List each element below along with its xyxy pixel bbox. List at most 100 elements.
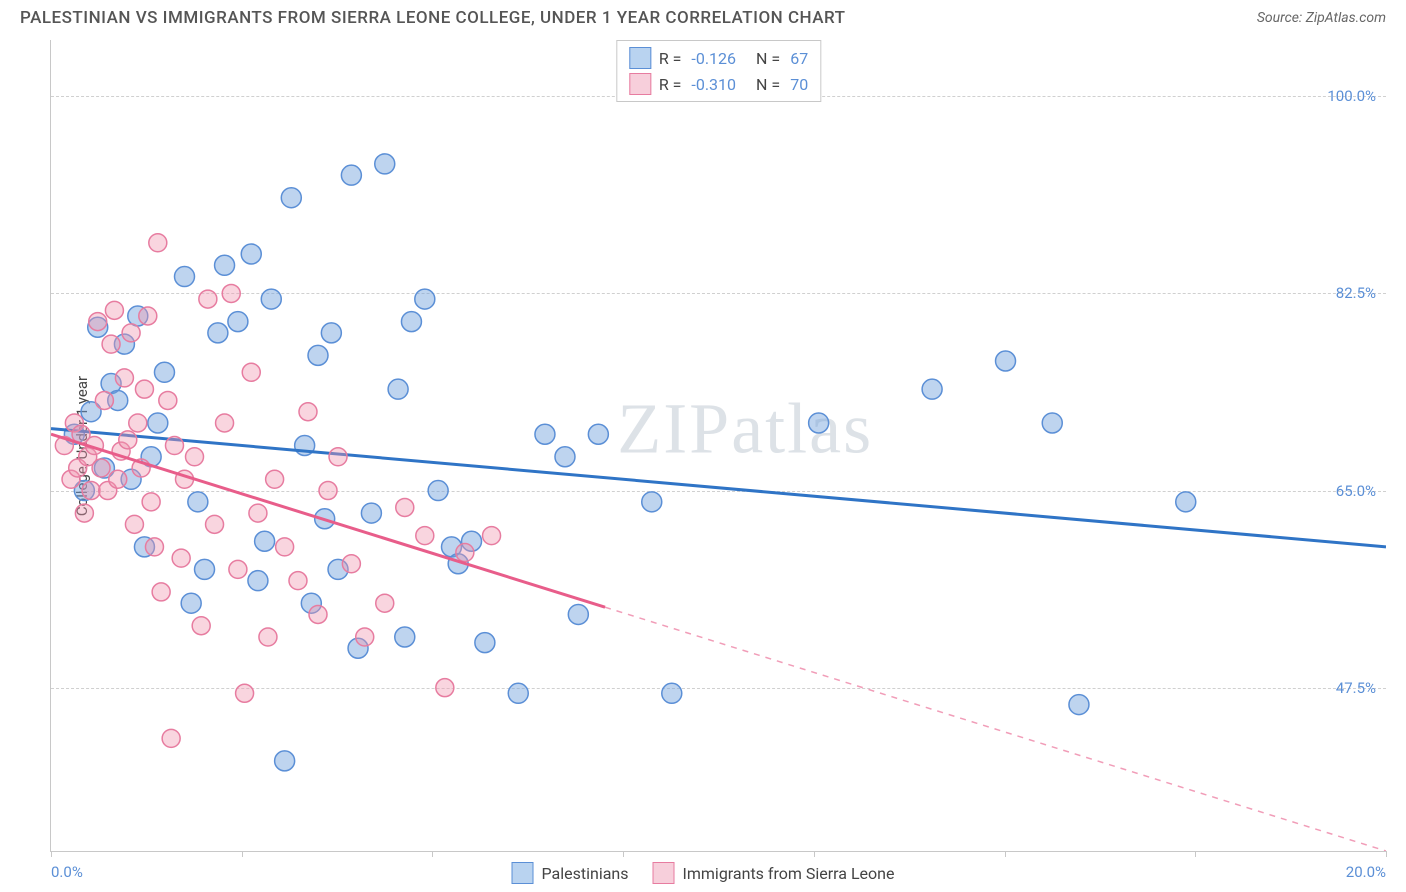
legend-row-blue: R = -0.126 N = 67 xyxy=(629,45,808,71)
data-point-pink xyxy=(216,414,234,432)
data-point-blue xyxy=(475,633,495,653)
data-point-pink xyxy=(259,628,277,646)
data-point-blue xyxy=(281,188,301,208)
data-point-blue xyxy=(154,362,174,382)
data-point-blue xyxy=(228,312,248,332)
x-tick xyxy=(1195,851,1196,857)
data-point-pink xyxy=(186,448,204,466)
trend-line-dashed-pink xyxy=(605,607,1386,851)
legend-item-palestinians: Palestinians xyxy=(512,862,629,884)
legend-r-value-pink: -0.310 xyxy=(691,75,736,94)
data-point-pink xyxy=(299,403,317,421)
data-point-blue xyxy=(588,424,608,444)
data-point-blue xyxy=(241,244,261,264)
legend-n-value-pink: 70 xyxy=(790,75,808,94)
data-point-pink xyxy=(125,515,143,533)
data-point-pink xyxy=(92,459,110,477)
chart-title: PALESTINIAN VS IMMIGRANTS FROM SIERRA LE… xyxy=(20,8,846,28)
data-point-pink xyxy=(342,555,360,573)
data-point-blue xyxy=(208,323,228,343)
x-tick xyxy=(432,851,433,857)
source-citation: Source: ZipAtlas.com xyxy=(1257,10,1386,26)
data-point-pink xyxy=(122,324,140,342)
data-point-pink xyxy=(172,549,190,567)
legend-n-label: N = xyxy=(756,49,780,68)
data-point-blue xyxy=(1069,695,1089,715)
data-point-pink xyxy=(376,594,394,612)
legend-r-value-blue: -0.126 xyxy=(691,49,736,68)
data-point-pink xyxy=(249,504,267,522)
data-point-pink xyxy=(109,470,127,488)
x-tick xyxy=(623,851,624,857)
data-point-pink xyxy=(229,560,247,578)
data-point-blue xyxy=(662,683,682,703)
data-point-pink xyxy=(145,538,163,556)
x-tick-label: 20.0% xyxy=(1346,863,1386,881)
data-point-blue xyxy=(308,345,328,365)
data-point-pink xyxy=(242,363,260,381)
data-point-pink xyxy=(309,605,327,623)
data-point-pink xyxy=(95,391,113,409)
data-point-blue xyxy=(148,413,168,433)
data-point-blue xyxy=(922,379,942,399)
data-point-pink xyxy=(149,234,167,252)
data-point-blue xyxy=(401,312,421,332)
data-point-pink xyxy=(115,369,133,387)
data-point-blue xyxy=(195,559,215,579)
data-point-pink xyxy=(266,470,284,488)
data-point-pink xyxy=(142,493,160,511)
data-point-blue xyxy=(388,379,408,399)
data-point-pink xyxy=(165,437,183,455)
data-point-pink xyxy=(436,679,454,697)
data-point-pink xyxy=(289,572,307,590)
data-point-blue xyxy=(1176,492,1196,512)
swatch-blue xyxy=(629,47,651,69)
data-point-pink xyxy=(319,482,337,500)
data-point-pink xyxy=(192,617,210,635)
data-point-blue xyxy=(361,503,381,523)
data-point-blue xyxy=(415,289,435,309)
correlation-legend: R = -0.126 N = 67 R = -0.310 N = 70 xyxy=(616,40,821,102)
data-point-blue xyxy=(642,492,662,512)
data-point-blue xyxy=(508,683,528,703)
data-point-pink xyxy=(356,628,374,646)
data-point-pink xyxy=(89,313,107,331)
x-tick-label: 0.0% xyxy=(51,863,83,881)
data-point-pink xyxy=(159,391,177,409)
x-tick xyxy=(814,851,815,857)
data-point-pink xyxy=(139,307,157,325)
data-point-pink xyxy=(276,538,294,556)
data-point-blue xyxy=(248,571,268,591)
x-tick xyxy=(1386,851,1387,857)
legend-label: Immigrants from Sierra Leone xyxy=(683,864,895,883)
legend-n-value-blue: 67 xyxy=(790,49,808,68)
data-point-blue xyxy=(255,531,275,551)
legend-label: Palestinians xyxy=(542,864,629,883)
data-point-blue xyxy=(175,267,195,287)
data-point-blue xyxy=(275,751,295,771)
data-point-pink xyxy=(456,544,474,562)
data-point-blue xyxy=(996,351,1016,371)
data-point-blue xyxy=(188,492,208,512)
data-point-pink xyxy=(329,448,347,466)
data-point-blue xyxy=(535,424,555,444)
data-point-pink xyxy=(152,583,170,601)
data-point-pink xyxy=(206,515,224,533)
x-tick xyxy=(242,851,243,857)
legend-r-label: R = xyxy=(659,49,682,68)
legend-item-sierra-leone: Immigrants from Sierra Leone xyxy=(653,862,895,884)
data-point-pink xyxy=(199,290,217,308)
data-point-pink xyxy=(162,729,180,747)
data-point-pink xyxy=(102,335,120,353)
data-point-blue xyxy=(428,481,448,501)
legend-n-label: N = xyxy=(756,75,780,94)
x-tick xyxy=(51,851,52,857)
data-point-blue xyxy=(395,627,415,647)
data-point-blue xyxy=(341,165,361,185)
swatch-pink xyxy=(629,73,651,95)
trend-line-blue xyxy=(51,429,1386,547)
data-point-pink xyxy=(396,498,414,516)
swatch-blue xyxy=(512,862,534,884)
data-point-pink xyxy=(222,284,240,302)
data-point-pink xyxy=(236,684,254,702)
